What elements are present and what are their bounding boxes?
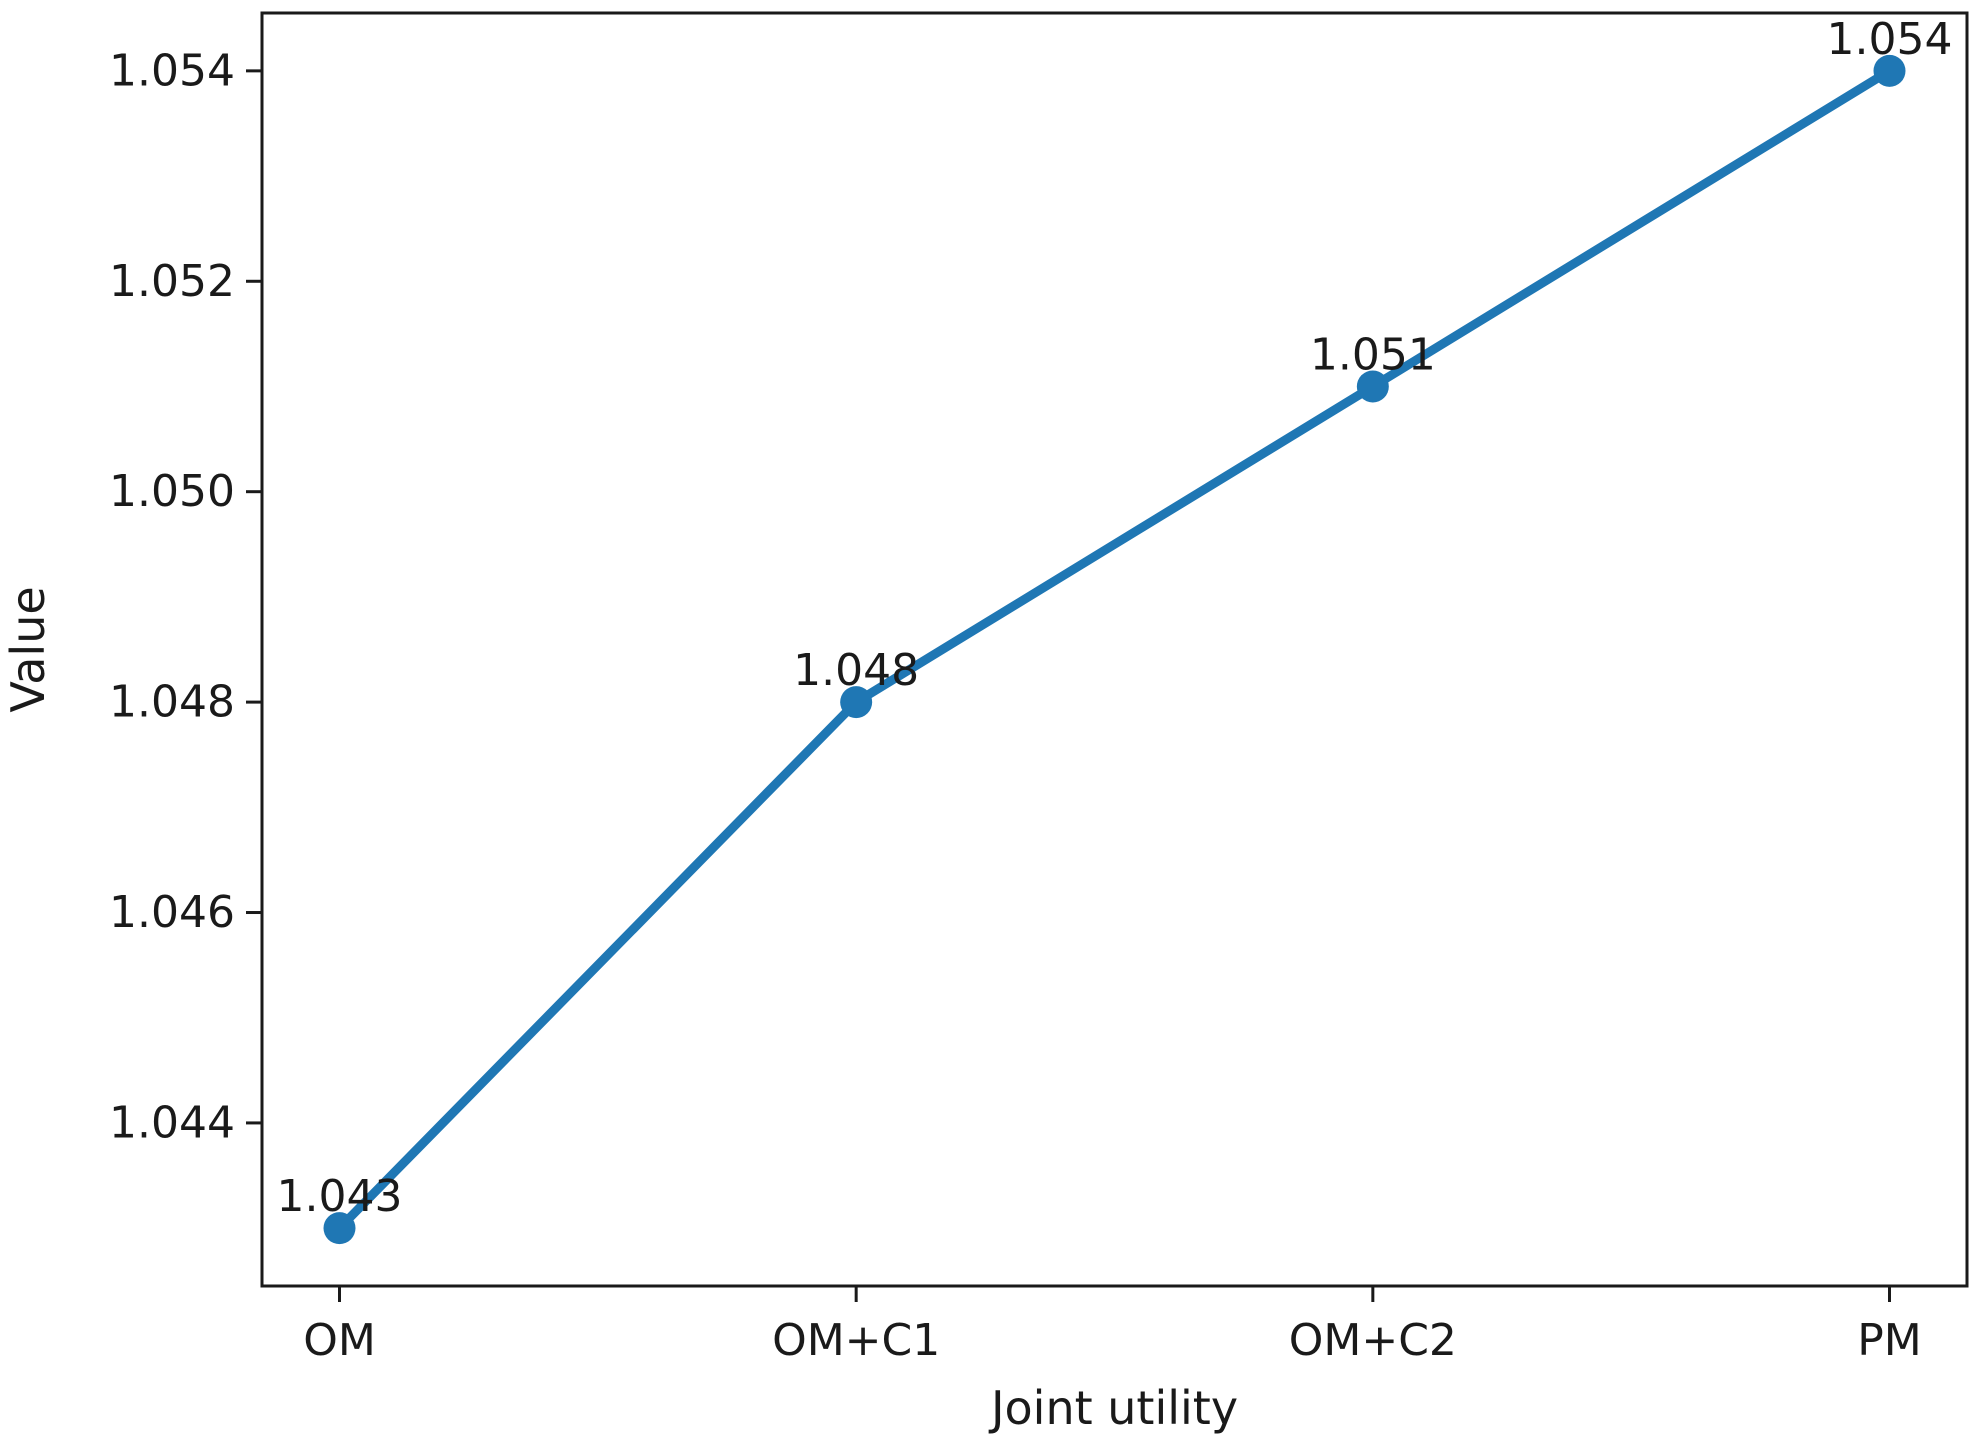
series-line — [335, 66, 1894, 1233]
y-tick-label: 1.050 — [109, 466, 235, 517]
point-annotation: 1.043 — [277, 1171, 403, 1222]
x-tick-label: OM+C2 — [1289, 1315, 1457, 1366]
plot-frame — [260, 11, 1969, 1288]
data-point-marker — [840, 686, 873, 719]
point-annotation: 1.051 — [1310, 329, 1436, 380]
y-axis-title: Value — [1, 586, 55, 712]
y-tick-label: 1.048 — [109, 677, 235, 728]
x-tick-label: OM+C1 — [772, 1315, 940, 1366]
y-tick-label: 1.046 — [109, 887, 235, 938]
x-axis-title: Joint utility — [988, 1381, 1238, 1435]
y-tick-label: 1.054 — [109, 45, 235, 96]
point-annotation: 1.048 — [793, 645, 919, 696]
y-tick-label: 1.052 — [109, 256, 235, 307]
data-point-marker — [1873, 54, 1906, 87]
point-annotation: 1.054 — [1827, 14, 1953, 65]
x-tick-label: PM — [1857, 1315, 1922, 1366]
x-tick-label: OM — [303, 1315, 376, 1366]
data-point-marker — [323, 1212, 356, 1245]
y-tick-label: 1.044 — [109, 1097, 235, 1148]
data-point-marker — [1356, 370, 1389, 403]
